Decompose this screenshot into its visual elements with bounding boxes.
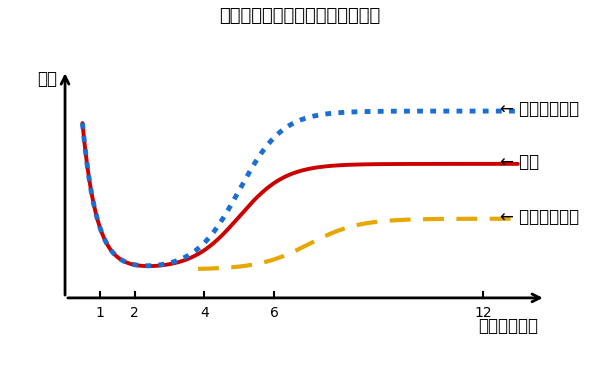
- Text: 6: 6: [269, 306, 278, 320]
- Text: 1: 1: [95, 306, 104, 320]
- Text: 12: 12: [474, 306, 492, 320]
- Text: ← 戻りやすい人: ← 戻りやすい人: [500, 100, 580, 118]
- Text: 厚み: 厚み: [38, 70, 58, 88]
- Text: ← 通常: ← 通常: [500, 153, 539, 171]
- Text: 2: 2: [130, 306, 139, 320]
- Text: ← 持ちやすい人: ← 持ちやすい人: [500, 208, 580, 226]
- Text: 4: 4: [200, 306, 209, 320]
- Text: 期間（ヶ月）: 期間（ヶ月）: [479, 317, 539, 335]
- Text: エラボトックスの効果のイメージ: エラボトックスの効果のイメージ: [220, 7, 380, 25]
